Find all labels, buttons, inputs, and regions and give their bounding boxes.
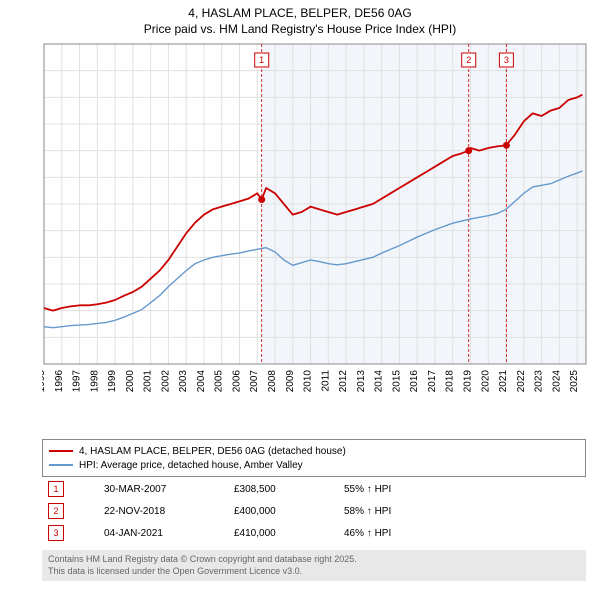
svg-text:2018: 2018 [445, 370, 456, 393]
sale-marker-1: 1 [48, 481, 64, 497]
svg-text:2000: 2000 [125, 370, 136, 393]
sales-table: 1 30-MAR-2007 £308,500 55% ↑ HPI 2 22-NO… [42, 478, 586, 544]
svg-text:2015: 2015 [391, 370, 402, 393]
svg-text:2021: 2021 [498, 370, 509, 393]
svg-text:2006: 2006 [231, 370, 242, 393]
svg-text:1: 1 [259, 55, 264, 65]
svg-text:2009: 2009 [285, 370, 296, 393]
svg-text:2016: 2016 [409, 370, 420, 393]
sale-pct: 55% ↑ HPI [344, 484, 464, 495]
svg-text:2005: 2005 [214, 370, 225, 393]
sale-date: 30-MAR-2007 [104, 484, 234, 495]
svg-text:2025: 2025 [569, 370, 580, 393]
container: 4, HASLAM PLACE, BELPER, DE56 0AG Price … [0, 0, 600, 590]
sale-date: 04-JAN-2021 [104, 528, 234, 539]
svg-text:2013: 2013 [356, 370, 367, 393]
svg-text:2017: 2017 [427, 370, 438, 393]
svg-text:1997: 1997 [72, 370, 83, 393]
table-row: 3 04-JAN-2021 £410,000 46% ↑ HPI [42, 522, 586, 544]
svg-text:1999: 1999 [107, 370, 118, 393]
svg-text:2022: 2022 [516, 370, 527, 393]
sale-price: £410,000 [234, 528, 344, 539]
svg-text:2003: 2003 [178, 370, 189, 393]
legend-label-hpi: HPI: Average price, detached house, Ambe… [79, 460, 303, 471]
chart-svg: £0£50K£100K£150K£200K£250K£300K£350K£400… [42, 42, 590, 402]
sale-date: 22-NOV-2018 [104, 506, 234, 517]
svg-text:2012: 2012 [338, 370, 349, 393]
legend: 4, HASLAM PLACE, BELPER, DE56 0AG (detac… [42, 439, 586, 477]
svg-text:2007: 2007 [249, 370, 260, 393]
sale-price: £400,000 [234, 506, 344, 517]
legend-item-subject: 4, HASLAM PLACE, BELPER, DE56 0AG (detac… [49, 444, 579, 458]
legend-swatch-subject [49, 450, 73, 452]
footer-line-1: Contains HM Land Registry data © Crown c… [48, 554, 580, 566]
svg-text:2002: 2002 [160, 370, 171, 393]
svg-text:1998: 1998 [89, 370, 100, 393]
sale-marker-3: 3 [48, 525, 64, 541]
footer-attribution: Contains HM Land Registry data © Crown c… [42, 550, 586, 581]
svg-text:2: 2 [466, 55, 471, 65]
sale-pct: 58% ↑ HPI [344, 506, 464, 517]
footer-line-2: This data is licensed under the Open Gov… [48, 566, 580, 578]
svg-text:2008: 2008 [267, 370, 278, 393]
table-row: 2 22-NOV-2018 £400,000 58% ↑ HPI [42, 500, 586, 522]
svg-text:2011: 2011 [320, 370, 331, 392]
legend-label-subject: 4, HASLAM PLACE, BELPER, DE56 0AG (detac… [79, 446, 346, 457]
svg-text:2001: 2001 [143, 370, 154, 393]
sale-price: £308,500 [234, 484, 344, 495]
title-line-2: Price paid vs. HM Land Registry's House … [0, 22, 600, 38]
svg-text:2014: 2014 [374, 370, 385, 393]
svg-text:2004: 2004 [196, 370, 207, 393]
svg-text:2020: 2020 [480, 370, 491, 393]
table-row: 1 30-MAR-2007 £308,500 55% ↑ HPI [42, 478, 586, 500]
sale-pct: 46% ↑ HPI [344, 528, 464, 539]
svg-text:1996: 1996 [54, 370, 65, 393]
legend-item-hpi: HPI: Average price, detached house, Ambe… [49, 458, 579, 472]
svg-text:1995: 1995 [42, 370, 47, 393]
svg-text:3: 3 [504, 55, 509, 65]
sale-marker-2: 2 [48, 503, 64, 519]
svg-text:2019: 2019 [462, 370, 473, 393]
legend-swatch-hpi [49, 464, 73, 466]
chart-title: 4, HASLAM PLACE, BELPER, DE56 0AG Price … [0, 0, 600, 37]
svg-text:2024: 2024 [551, 370, 562, 393]
price-chart: £0£50K£100K£150K£200K£250K£300K£350K£400… [42, 42, 590, 402]
title-line-1: 4, HASLAM PLACE, BELPER, DE56 0AG [0, 6, 600, 22]
svg-text:2023: 2023 [534, 370, 545, 393]
svg-text:2010: 2010 [303, 370, 314, 393]
